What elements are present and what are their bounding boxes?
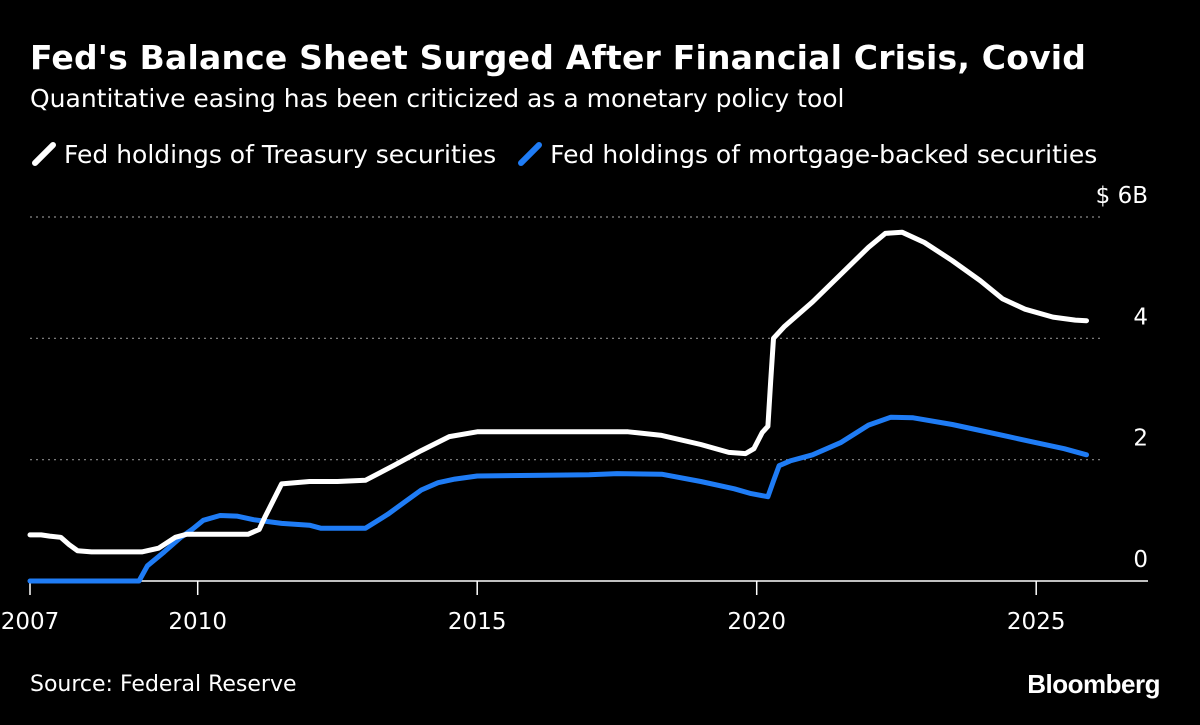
legend-item-treasury: Fed holdings of Treasury securities	[30, 140, 496, 169]
chart-title: Fed's Balance Sheet Surged After Financi…	[30, 38, 1087, 77]
legend-label-treasury: Fed holdings of Treasury securities	[64, 139, 497, 169]
chart-subtitle: Quantitative easing has been criticized …	[30, 84, 845, 113]
x-tick-label: 2007	[1, 609, 60, 635]
series-line-treasury	[27, 229, 1089, 555]
y-tick-label: 2	[1133, 426, 1148, 452]
x-tick-label: 2015	[448, 609, 507, 635]
y-tick-label: 0	[1133, 547, 1148, 573]
tick-labels: 0 2 4 $ 6B 2007 2010 2015 2020 2025	[1, 183, 1148, 635]
series-line-mbs	[27, 414, 1089, 584]
source-note: Source: Federal Reserve	[30, 672, 297, 697]
legend-item-mbs: Fed holdings of mortgage-backed securiti…	[516, 140, 1097, 169]
legend: Fed holdings of Treasury securities Fed …	[30, 137, 1117, 171]
bloomberg-logo: Bloomberg	[1027, 669, 1160, 699]
x-tick-label: 2025	[1007, 609, 1066, 635]
gridlines	[30, 216, 1102, 461]
legend-label-mbs: Fed holdings of mortgage-backed securiti…	[550, 139, 1098, 169]
x-tick-label: 2010	[168, 609, 227, 635]
x-tick-label: 2020	[727, 609, 786, 635]
series-lines	[27, 229, 1089, 584]
legend-swatch-mbs	[518, 142, 543, 166]
y-tick-label: $ 6B	[1096, 183, 1148, 209]
x-axis	[29, 580, 1148, 595]
y-tick-label: 4	[1133, 304, 1148, 330]
legend-swatch-treasury	[32, 142, 56, 166]
